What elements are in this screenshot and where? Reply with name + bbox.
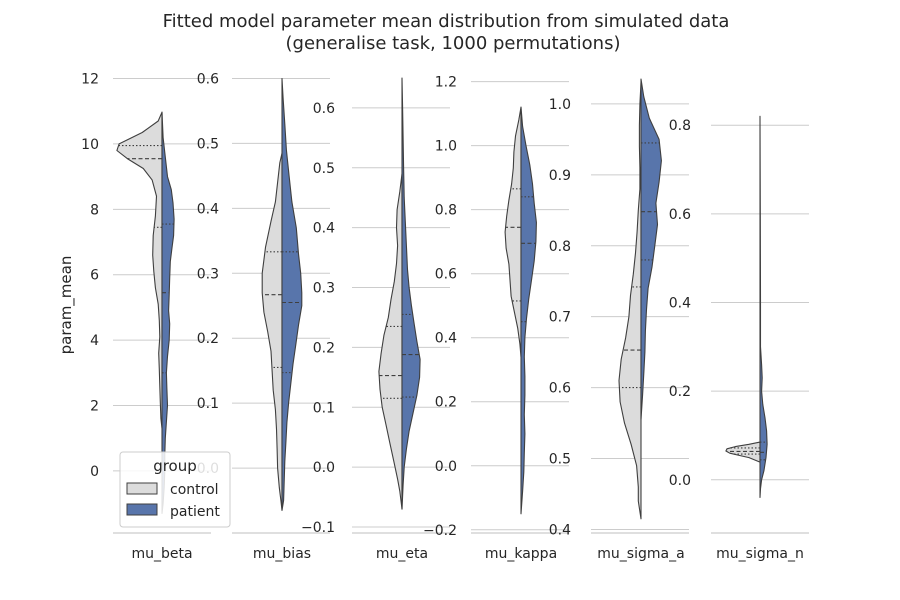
y-tick-label: 12 [81, 72, 99, 88]
y-tick-label: 0.4 [435, 331, 457, 347]
panel-mu_bias: 0.00.10.20.30.40.50.6mu_bias [197, 71, 330, 562]
y-tick-label: 0.0 [669, 473, 691, 489]
y-tick-label: 0.4 [669, 296, 691, 312]
violin-mu_kappa-control [504, 106, 522, 358]
y-tick-label: 0.6 [549, 381, 571, 397]
x-category-label: mu_sigma_a [597, 546, 684, 562]
y-tick-label: −0.1 [301, 520, 335, 536]
y-tick-label: 0.8 [435, 203, 457, 219]
y-tick-label: 0.0 [313, 460, 335, 476]
panel-mu_sigma_n: 0.0 0.2 0.4 0.6 0.8 mu_sigma_n [669, 115, 809, 562]
y-tick-label: 0.4 [549, 522, 571, 538]
panel-mu_beta: 0 2 4 6 8 10 12 mu_beta [81, 72, 211, 562]
y-tick-label: 0.5 [313, 161, 335, 177]
y-tick-label: 0.6 [435, 267, 457, 283]
legend-label-patient: patient [170, 504, 220, 520]
y-tick-label: 0.7 [549, 310, 571, 326]
x-category-label: mu_beta [131, 546, 192, 562]
y-tick-label: 1.0 [435, 139, 457, 155]
violin-mu_sigma_a-control [618, 82, 642, 520]
y-tick-label: 0.8 [549, 239, 571, 255]
y-tick-label: 0.1 [197, 396, 219, 412]
x-category-label: mu_eta [376, 546, 428, 562]
violin-mu_eta-patient [401, 77, 421, 510]
x-category-label: mu_kappa [485, 546, 557, 562]
y-tick-label: 10 [81, 137, 99, 153]
y-tick-label: 0.6 [197, 71, 219, 87]
violin-mu_eta-control [378, 173, 403, 510]
y-tick-label: 8 [90, 202, 99, 218]
y-tick-label: 0.2 [313, 340, 335, 356]
y-tick-label: 0.2 [669, 384, 691, 400]
legend-swatch-patient [126, 503, 158, 516]
violin-mu_kappa-patient [520, 106, 537, 515]
y-tick-label: −0.2 [423, 523, 457, 539]
violin-mu_bias-patient [281, 77, 303, 511]
y-tick-label: 4 [90, 333, 99, 349]
legend-title: group [153, 457, 197, 475]
y-tick-label: 0.5 [549, 452, 571, 468]
violin-mu_beta-control [116, 111, 163, 429]
panel-mu_eta: −0.1 0.0 0.1 0.2 0.3 0.4 0.5 0.6 mu_eta [301, 77, 450, 562]
y-tick-label: 0.9 [549, 168, 571, 184]
y-tick-label: 0.4 [197, 201, 219, 217]
y-tick-label: 0.2 [197, 331, 219, 347]
y-tick-label: 0.6 [669, 207, 691, 223]
x-category-label: mu_sigma_n [716, 546, 804, 562]
y-tick-label: 0.0 [435, 459, 457, 475]
y-tick-label: 1.0 [549, 97, 571, 113]
chart-title-line2: (generalise task, 1000 permutations) [286, 33, 621, 54]
y-tick-label: 0.3 [197, 266, 219, 282]
y-tick-label: 0.4 [313, 221, 335, 237]
y-tick-label: 0.6 [313, 101, 335, 117]
y-tick-label: 1.2 [435, 75, 457, 91]
violin-panels: 0 2 4 6 8 10 12 mu_beta 0.0 0.1 0.2 0.3 0.4 0.5 0.6 mu_… [81, 71, 809, 562]
y-tick-label: 0.2 [435, 395, 457, 411]
violin-mu_sigma_a-patient [640, 78, 662, 421]
panel-mu_kappa: −0.2 0.0 0.2 0.4 0.6 0.8 1.0 1.2 mu_kappa [423, 75, 569, 562]
y-tick-label: 6 [90, 268, 99, 284]
y-tick-label: 0.1 [313, 400, 335, 416]
x-category-label: mu_bias [253, 546, 311, 562]
y-tick-label: 0.5 [197, 136, 219, 152]
y-tick-label: 2 [90, 398, 99, 414]
violin-mu_sigma_n-patient [759, 115, 768, 499]
violin-mu_sigma_n-control [725, 441, 761, 463]
y-tick-label: 0 [90, 464, 99, 480]
chart-title-line1: Fitted model parameter mean distribution… [163, 11, 730, 32]
panel-mu_sigma_a: 0.4 0.5 0.6 0.7 0.8 0.9 1.0 mu_sigma_a [549, 78, 689, 562]
legend: group control patient [119, 451, 231, 528]
y-axis-label: param_mean [57, 256, 76, 355]
violin-mu_bias-control [261, 152, 283, 511]
y-tick-label: 0.8 [669, 118, 691, 134]
legend-label-control: control [170, 482, 219, 498]
y-tick-label: 0.3 [313, 281, 335, 297]
legend-swatch-control [126, 482, 158, 495]
